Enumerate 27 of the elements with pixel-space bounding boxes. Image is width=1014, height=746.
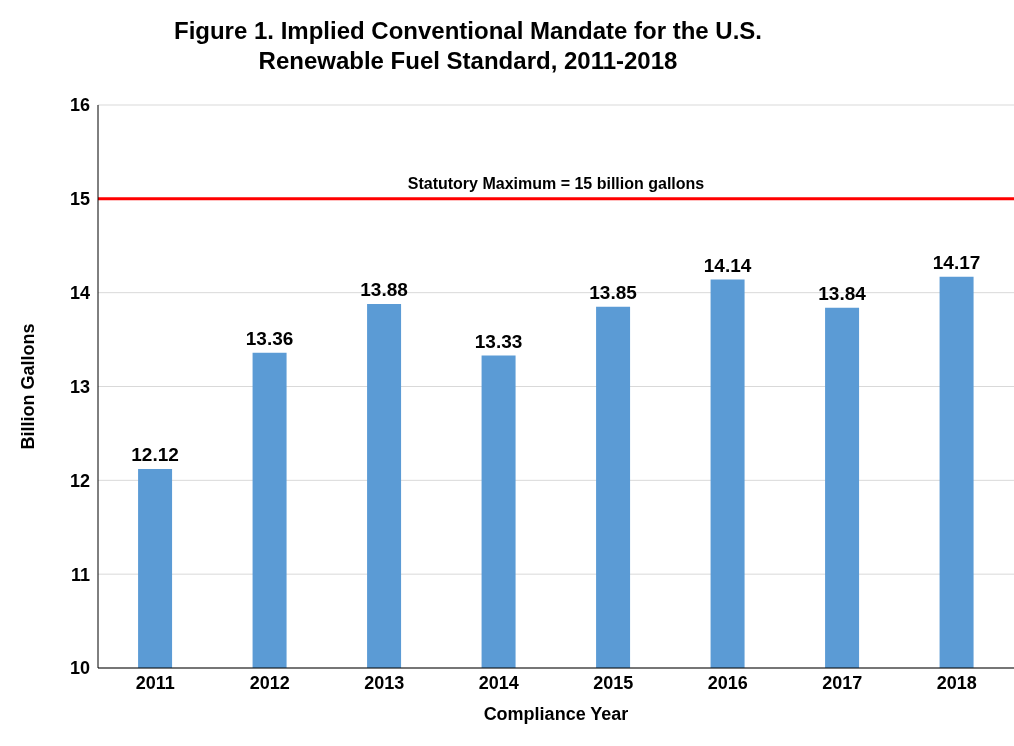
y-tick-label: 11 — [70, 564, 90, 585]
data-label: 13.36 — [245, 327, 294, 349]
x-tick-label: 2018 — [936, 672, 977, 693]
chart-title: Figure 1. Implied Conventional Mandate for the U.S. Renewable Fuel Standard, 2011-2018 — [172, 16, 764, 76]
data-label: 13.88 — [360, 278, 408, 300]
data-label: 13.33 — [474, 330, 523, 352]
x-tick-label: 2012 — [249, 672, 290, 693]
x-tick-label: 2014 — [478, 672, 519, 693]
x-tick-label: 2017 — [822, 672, 863, 693]
y-tick-label: 12 — [69, 470, 90, 491]
data-label: 14.17 — [932, 251, 981, 273]
x-tick-label: 2013 — [364, 672, 405, 693]
y-tick-label: 10 — [69, 658, 90, 679]
x-tick-label: 2016 — [707, 672, 748, 693]
y-tick-label: 16 — [69, 95, 90, 116]
ref-line-label: Statutory Maximum = 15 billion gallons — [407, 174, 705, 192]
x-tick-label: 2015 — [593, 672, 634, 693]
data-label: 14.14 — [703, 254, 752, 276]
y-tick-label: 13 — [69, 376, 90, 397]
data-label: 13.84 — [818, 282, 867, 304]
y-tick-label: 15 — [69, 189, 90, 210]
x-axis-title: Compliance Year — [483, 704, 629, 724]
x-tick-label: 2011 — [135, 672, 175, 693]
data-label: 12.12 — [131, 444, 179, 466]
y-tick-label: 14 — [69, 283, 90, 304]
data-label: 13.85 — [589, 281, 638, 303]
y-axis-title: Billion Gallons — [18, 323, 39, 450]
